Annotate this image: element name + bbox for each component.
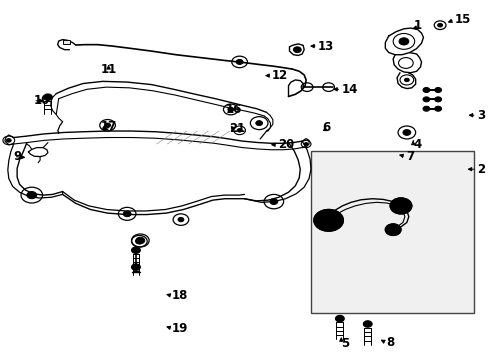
Text: 15: 15 — [454, 13, 470, 26]
Circle shape — [237, 129, 242, 132]
Circle shape — [389, 198, 411, 214]
Circle shape — [437, 23, 442, 27]
Circle shape — [422, 87, 429, 93]
Text: 8: 8 — [386, 336, 394, 349]
Circle shape — [255, 121, 262, 126]
Text: 10: 10 — [33, 94, 49, 107]
Circle shape — [363, 321, 371, 327]
Text: 17: 17 — [100, 120, 116, 133]
Circle shape — [304, 143, 307, 145]
Circle shape — [434, 87, 441, 93]
Circle shape — [27, 192, 37, 199]
Circle shape — [385, 224, 400, 235]
Text: 14: 14 — [341, 83, 357, 96]
Circle shape — [136, 237, 144, 244]
Text: 2: 2 — [476, 163, 484, 176]
Circle shape — [131, 264, 140, 270]
Text: 6: 6 — [321, 121, 329, 134]
Circle shape — [293, 47, 301, 53]
Circle shape — [123, 211, 131, 217]
Text: 12: 12 — [271, 69, 287, 82]
Circle shape — [434, 106, 441, 111]
Circle shape — [402, 130, 410, 135]
Circle shape — [135, 238, 143, 244]
Circle shape — [178, 217, 183, 222]
Circle shape — [43, 94, 52, 100]
Circle shape — [313, 210, 343, 231]
Circle shape — [131, 247, 140, 253]
Circle shape — [422, 97, 429, 102]
Bar — [62, 40, 70, 44]
Circle shape — [389, 228, 395, 232]
Circle shape — [269, 199, 277, 204]
Text: 20: 20 — [277, 138, 293, 151]
Text: 13: 13 — [317, 40, 333, 53]
Text: 4: 4 — [412, 138, 421, 150]
Circle shape — [422, 106, 429, 111]
Circle shape — [322, 216, 334, 225]
Circle shape — [104, 123, 110, 127]
Text: 1: 1 — [412, 19, 421, 32]
Circle shape — [404, 78, 408, 82]
Text: 9: 9 — [14, 150, 22, 163]
Text: 19: 19 — [172, 322, 188, 335]
Circle shape — [398, 38, 408, 45]
Text: 18: 18 — [172, 289, 188, 302]
Circle shape — [6, 139, 11, 142]
Circle shape — [405, 131, 407, 134]
Text: 21: 21 — [228, 122, 244, 135]
Circle shape — [236, 59, 243, 64]
Text: 11: 11 — [100, 63, 117, 76]
Circle shape — [335, 315, 344, 322]
Text: 7: 7 — [405, 150, 413, 163]
Text: 3: 3 — [476, 109, 484, 122]
Text: 5: 5 — [341, 337, 349, 350]
Bar — [310, 151, 473, 313]
Circle shape — [227, 107, 233, 112]
Text: 16: 16 — [225, 103, 242, 116]
Circle shape — [434, 97, 441, 102]
